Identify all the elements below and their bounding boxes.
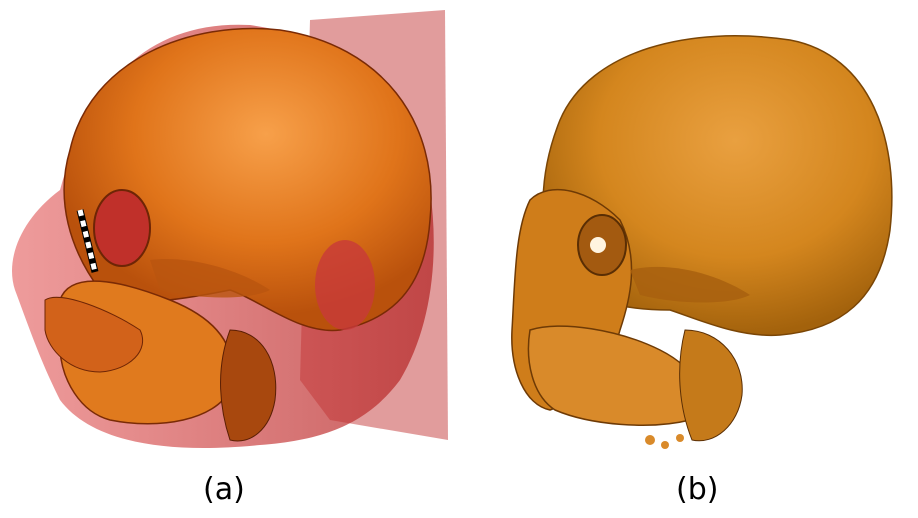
eye-highlight-b — [590, 237, 606, 253]
skull-volume-render-with-skin-icon — [12, 10, 448, 448]
caption-b: (b) — [676, 472, 719, 507]
caption-a: (a) — [203, 472, 245, 507]
vertebrae-b — [679, 329, 743, 442]
panel-a-render — [0, 0, 460, 470]
dashed-marker — [76, 209, 99, 273]
skull-volume-render-bone-icon — [511, 35, 893, 449]
ear — [315, 240, 375, 330]
fragment — [661, 441, 669, 449]
cheekbone-b — [630, 266, 750, 303]
panel-b-render — [470, 0, 918, 470]
teeth — [44, 296, 143, 373]
jaw-b — [527, 325, 701, 426]
fragment — [676, 434, 684, 442]
vertebrae — [220, 329, 277, 442]
fragment — [645, 435, 655, 445]
cheekbone — [150, 259, 270, 298]
eye-socket — [93, 189, 151, 267]
